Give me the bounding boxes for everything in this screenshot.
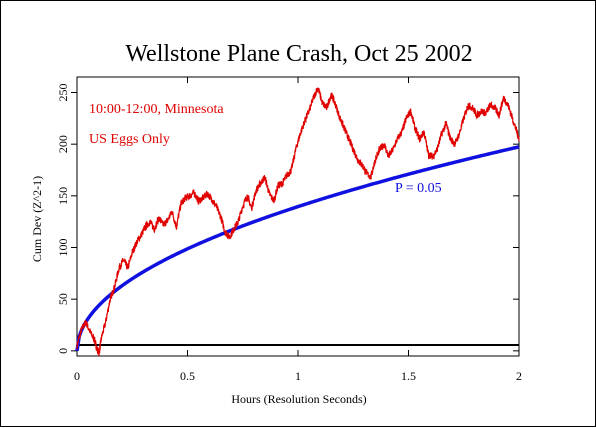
chart-title: Wellstone Plane Crash, Oct 25 2002 — [125, 41, 472, 67]
x-tick-label: 1 — [295, 369, 301, 383]
annotation-time-region: 10:00-12:00, Minnesota — [89, 102, 224, 117]
y-tick-label: 150 — [56, 187, 70, 205]
annotation-p-value: P = 0.05 — [395, 181, 442, 196]
y-tick-label: 0 — [56, 348, 70, 354]
y-tick-label: 250 — [56, 84, 70, 102]
x-tick-label: 0 — [74, 369, 80, 383]
annotation-data-source: US Eggs Only — [89, 132, 170, 147]
y-tick-label: 200 — [56, 135, 70, 153]
y-tick-label: 100 — [56, 239, 70, 257]
y-axis-ticks: 0 50 100 150 200 250 — [56, 84, 519, 354]
y-tick-label: 50 — [56, 293, 70, 305]
x-axis-label: Hours (Resolution Seconds) — [231, 392, 366, 406]
plot-area — [76, 76, 520, 357]
x-tick-label: 1.5 — [401, 369, 416, 383]
x-axis-ticks: 0 0.5 1 1.5 2 — [74, 77, 522, 383]
y-axis-label: Cum Dev (Z^2-1) — [30, 176, 44, 262]
x-tick-label: 2 — [516, 369, 522, 383]
p-value-curve — [75, 145, 520, 352]
x-tick-label: 0.5 — [180, 369, 195, 383]
cumdev-series-line — [76, 86, 520, 357]
